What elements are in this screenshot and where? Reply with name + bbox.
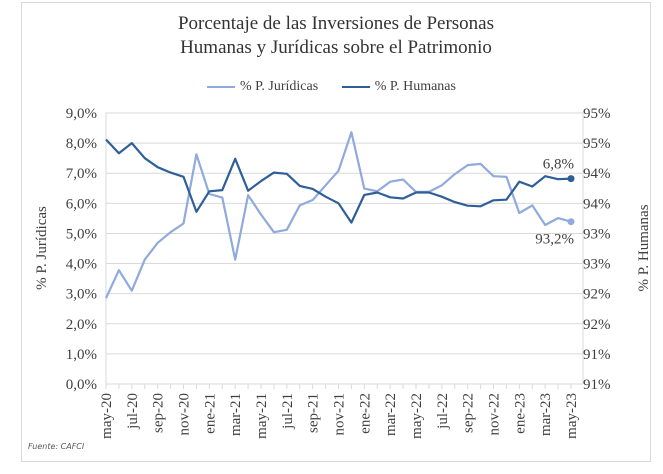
y-right-tick-label: 93%: [583, 226, 611, 242]
y-right-tick-label: 92%: [583, 317, 611, 333]
y-right-tick-label: 94%: [583, 196, 611, 212]
y-left-axis-title: % P. Jurídicas: [34, 206, 50, 290]
series-line-humanas: [105, 138, 572, 224]
y-right-tick-label: 95%: [583, 106, 611, 122]
x-tick-label: nov-22: [487, 393, 503, 436]
x-tick-label: may-20: [99, 393, 115, 439]
x-tick-label: ene-21: [202, 393, 218, 434]
y-left-tick-label: 6,0%: [66, 196, 97, 212]
chart-title-line-2: Humanas y Jurídicas sobre el Patrimonio: [180, 37, 492, 58]
x-tick-label: may-22: [409, 393, 425, 439]
legend-item-humanas: % P. Humanas: [341, 79, 456, 95]
end-point-marker: [567, 175, 575, 183]
series-line-juridicas: [105, 131, 572, 299]
y-left-tick-label: 1,0%: [66, 347, 97, 363]
x-tick-label: sep-21: [306, 393, 322, 433]
y-left-tick-label: 0,0%: [66, 377, 97, 393]
x-tick-label: sep-20: [151, 393, 167, 433]
y-left-tick-label: 4,0%: [66, 257, 97, 273]
y-left-tick-label: 5,0%: [66, 226, 97, 242]
x-tick-label: jul-21: [280, 393, 296, 430]
x-tick-label: nov-20: [177, 393, 193, 436]
x-tick-label: ene-23: [512, 393, 528, 434]
y-right-axis-title: % P. Humanas: [636, 204, 652, 291]
chart-frame: [21, 2, 651, 462]
chart-title-line-1: Porcentaje de las Inversiones de Persona…: [177, 13, 495, 34]
x-tick-label: nov-21: [332, 393, 348, 436]
x-tick-label: mar-21: [228, 393, 244, 436]
data-label: 6,8%: [543, 157, 574, 173]
y-right-tick-label: 94%: [583, 166, 611, 182]
x-tick-label: may-21: [254, 393, 270, 439]
y-right-tick-label: 95%: [583, 136, 611, 152]
legend-label-humanas: % P. Humanas: [374, 79, 456, 94]
source-note: Fuente: CAFCI: [28, 442, 85, 451]
legend: % P. Jurídicas % P. Humanas: [0, 77, 663, 95]
legend-item-juridicas: % P. Jurídicas: [207, 79, 318, 95]
legend-swatch-juridicas: [207, 86, 236, 88]
x-tick-label: ene-22: [357, 393, 373, 434]
y-left-tick-label: 8,0%: [66, 136, 97, 152]
y-right-tick-label: 91%: [583, 377, 611, 393]
y-left-tick-label: 9,0%: [66, 106, 97, 122]
y-left-tick-label: 2,0%: [66, 317, 97, 333]
end-point-marker: [567, 218, 575, 226]
y-left-tick-label: 7,0%: [66, 166, 97, 182]
x-tick-label: may-23: [564, 393, 580, 439]
y-right-tick-label: 93%: [583, 257, 611, 273]
x-tick-label: jul-22: [435, 393, 451, 430]
y-left-tick-label: 3,0%: [66, 287, 97, 303]
data-label: 93,2%: [535, 232, 574, 248]
x-tick-label: mar-23: [538, 393, 554, 436]
legend-swatch-humanas: [341, 86, 370, 88]
y-right-tick-label: 92%: [583, 287, 611, 303]
x-tick-label: jul-20: [125, 393, 141, 430]
x-tick-label: mar-22: [383, 393, 399, 436]
legend-label-juridicas: % P. Jurídicas: [240, 79, 319, 94]
x-tick-label: sep-22: [461, 393, 477, 433]
y-right-tick-label: 91%: [583, 347, 611, 363]
chart-title: Porcentaje de las Inversiones de Persona…: [21, 12, 651, 60]
